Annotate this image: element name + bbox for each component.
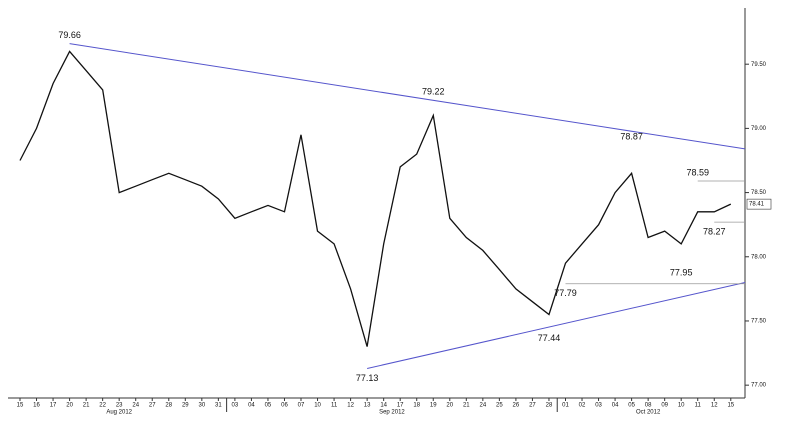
pivot-label: 79.66 xyxy=(58,30,81,40)
x-tick-label: 30 xyxy=(198,403,205,409)
x-tick-label: 11 xyxy=(695,403,702,409)
x-tick-label: 13 xyxy=(364,403,371,409)
last-price-box xyxy=(746,198,772,210)
x-tick-label: 20 xyxy=(66,403,73,409)
x-tick-label: 28 xyxy=(546,403,553,409)
month-label: Sep 2012 xyxy=(379,410,405,416)
x-tick-label: 27 xyxy=(529,403,536,409)
pivot-label: 77.44 xyxy=(538,333,561,343)
x-tick-label: 03 xyxy=(595,403,602,409)
pivot-label: 77.95 xyxy=(670,268,693,278)
x-tick-label: 24 xyxy=(132,403,139,409)
x-tick-label: 01 xyxy=(562,403,569,409)
y-tick-label: 79.00 xyxy=(751,126,767,132)
x-tick-label: 24 xyxy=(479,403,486,409)
x-tick-label: 12 xyxy=(711,403,718,409)
x-tick-label: 25 xyxy=(496,403,503,409)
x-tick-label: 12 xyxy=(347,403,354,409)
x-tick-label: 14 xyxy=(380,403,387,409)
x-tick-label: 27 xyxy=(149,403,156,409)
trendline xyxy=(69,43,746,150)
y-tick-label: 77.50 xyxy=(751,319,767,325)
y-tick-label: 78.00 xyxy=(751,254,767,260)
x-tick-label: 26 xyxy=(513,403,520,409)
pivot-label: 78.59 xyxy=(686,167,709,177)
x-tick-label: 09 xyxy=(661,403,668,409)
x-tick-label: 31 xyxy=(215,403,222,409)
x-tick-label: 04 xyxy=(248,403,255,409)
x-tick-label: 07 xyxy=(298,403,305,409)
last-price-label: 78.41 xyxy=(749,202,765,208)
x-tick-label: 17 xyxy=(50,403,57,409)
x-tick-label: 15 xyxy=(727,403,734,409)
x-tick-label: 06 xyxy=(281,403,288,409)
pivot-label: 78.27 xyxy=(703,226,726,236)
price-line xyxy=(19,50,732,347)
y-tick-label: 79.50 xyxy=(751,62,767,68)
y-tick-label: 77.00 xyxy=(751,383,767,389)
x-tick-label: 11 xyxy=(331,403,338,409)
x-tick-label: 08 xyxy=(645,403,652,409)
pivot-label: 77.79 xyxy=(554,288,577,298)
x-tick-label: 23 xyxy=(116,403,123,409)
x-tick-label: 10 xyxy=(678,403,685,409)
x-tick-label: 04 xyxy=(612,403,619,409)
x-tick-label: 05 xyxy=(628,403,635,409)
x-tick-label: 17 xyxy=(397,403,404,409)
x-tick-label: 19 xyxy=(430,403,437,409)
month-label: Oct 2012 xyxy=(636,410,661,416)
x-tick-label: 22 xyxy=(99,403,106,409)
y-tick-label: 78.50 xyxy=(751,190,767,196)
pivot-label: 77.13 xyxy=(356,373,379,383)
x-tick-label: 16 xyxy=(33,403,40,409)
x-tick-label: 03 xyxy=(232,403,239,409)
pivot-label: 78.87 xyxy=(620,131,643,141)
month-label: Aug 2012 xyxy=(106,410,132,416)
x-tick-label: 20 xyxy=(446,403,453,409)
x-tick-label: 29 xyxy=(182,403,189,409)
x-tick-label: 05 xyxy=(265,403,272,409)
x-tick-label: 15 xyxy=(17,403,24,409)
x-tick-label: 02 xyxy=(579,403,586,409)
pivot-label: 79.22 xyxy=(422,87,445,97)
trendline xyxy=(367,281,746,369)
x-tick-label: 21 xyxy=(463,403,470,409)
x-tick-label: 10 xyxy=(314,403,321,409)
x-tick-label: 21 xyxy=(83,403,90,409)
x-tick-label: 18 xyxy=(413,403,420,409)
x-tick-label: 28 xyxy=(165,403,172,409)
